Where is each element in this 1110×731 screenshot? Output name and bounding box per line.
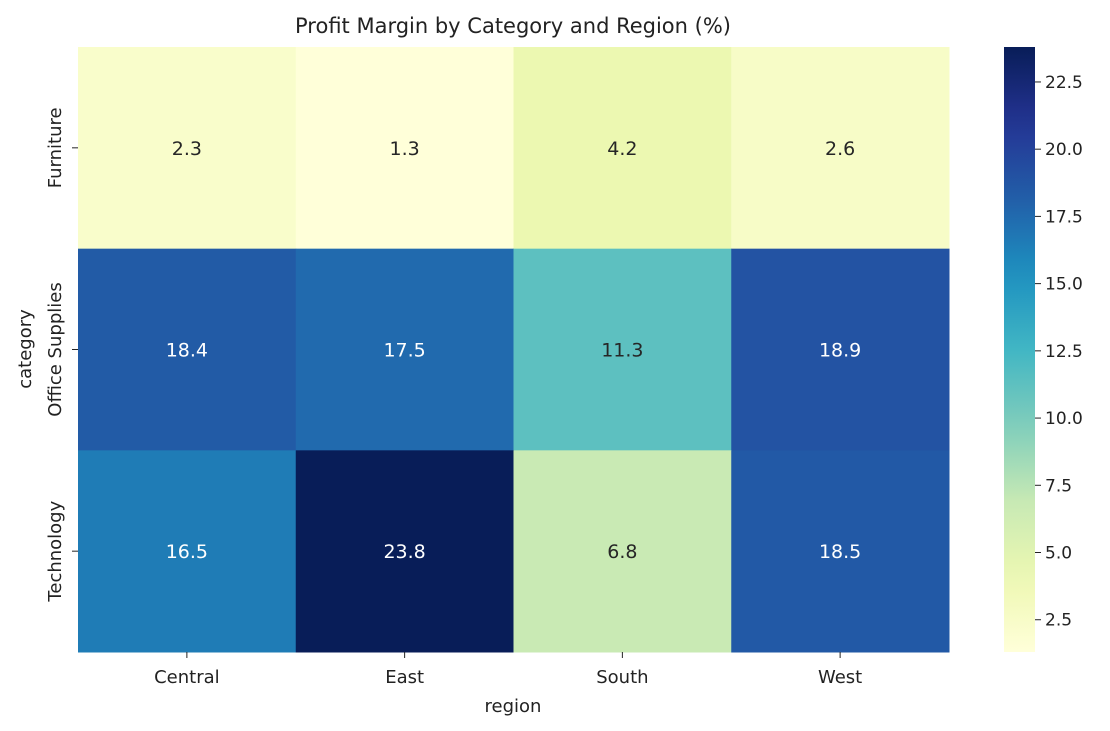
heatmap-cell <box>295 47 514 250</box>
x-tick-label: Central <box>154 667 220 688</box>
cell-value-label: 4.2 <box>607 138 637 160</box>
heatmap-cell <box>78 47 297 250</box>
heatmap-cell <box>295 248 514 451</box>
x-axis-label: region <box>485 696 542 717</box>
heatmap-cell <box>513 47 732 250</box>
heatmap-cell <box>78 450 297 653</box>
colorbar-tick-label: 22.5 <box>1045 73 1083 93</box>
heatmap-cells <box>78 47 950 653</box>
y-tick-label: Office Supplies <box>45 282 66 416</box>
cell-value-label: 6.8 <box>607 541 637 563</box>
cell-value-label: 18.4 <box>166 340 208 362</box>
cell-value-label: 16.5 <box>166 541 208 563</box>
heatmap-cell <box>731 450 950 653</box>
cell-value-label: 1.3 <box>390 138 420 160</box>
heatmap-cell <box>731 248 950 451</box>
colorbar-tick-label: 5.0 <box>1045 544 1072 564</box>
x-tick-label: West <box>818 667 862 688</box>
cell-value-label: 2.6 <box>825 138 855 160</box>
cell-value-label: 11.3 <box>601 340 643 362</box>
x-tick-label: South <box>596 667 648 688</box>
colorbar-tick-label: 2.5 <box>1045 611 1072 631</box>
x-tick-label: East <box>385 667 424 688</box>
colorbar-tick-label: 7.5 <box>1045 476 1072 496</box>
heatmap-cell <box>513 248 732 451</box>
cell-value-labels: 2.3 1.3 4.2 2.6 18.4 17.5 11.3 18.9 16.5 23.8 6.8 1… <box>166 138 862 563</box>
cell-value-label: 18.5 <box>819 541 861 563</box>
axes: Central East South West Furniture Office Supp… <box>45 107 862 688</box>
colorbar-tick-label: 15.0 <box>1045 275 1083 295</box>
colorbar-tick-label: 20.0 <box>1045 140 1083 160</box>
colorbar-gradient <box>1004 47 1035 652</box>
y-axis-label: category <box>15 309 36 389</box>
cell-value-label: 2.3 <box>172 138 202 160</box>
heatmap-cell <box>295 450 514 653</box>
cell-value-label: 23.8 <box>383 541 425 563</box>
y-tick-label: Furniture <box>45 107 66 188</box>
y-tick-label: Technology <box>45 500 66 602</box>
colorbar: 2.5 5.0 7.5 10.0 12.5 15.0 17.5 20.0 22.5 <box>1004 47 1083 652</box>
heatmap-cell <box>731 47 950 250</box>
colorbar-tick-label: 17.5 <box>1045 207 1083 227</box>
chart-title: Profit Margin by Category and Region (%) <box>295 14 731 38</box>
cell-value-label: 17.5 <box>383 340 425 362</box>
cell-value-label: 18.9 <box>819 340 861 362</box>
colorbar-tick-label: 12.5 <box>1045 342 1083 362</box>
heatmap-cell <box>78 248 297 451</box>
heatmap-cell <box>513 450 732 653</box>
colorbar-tick-label: 10.0 <box>1045 409 1083 429</box>
